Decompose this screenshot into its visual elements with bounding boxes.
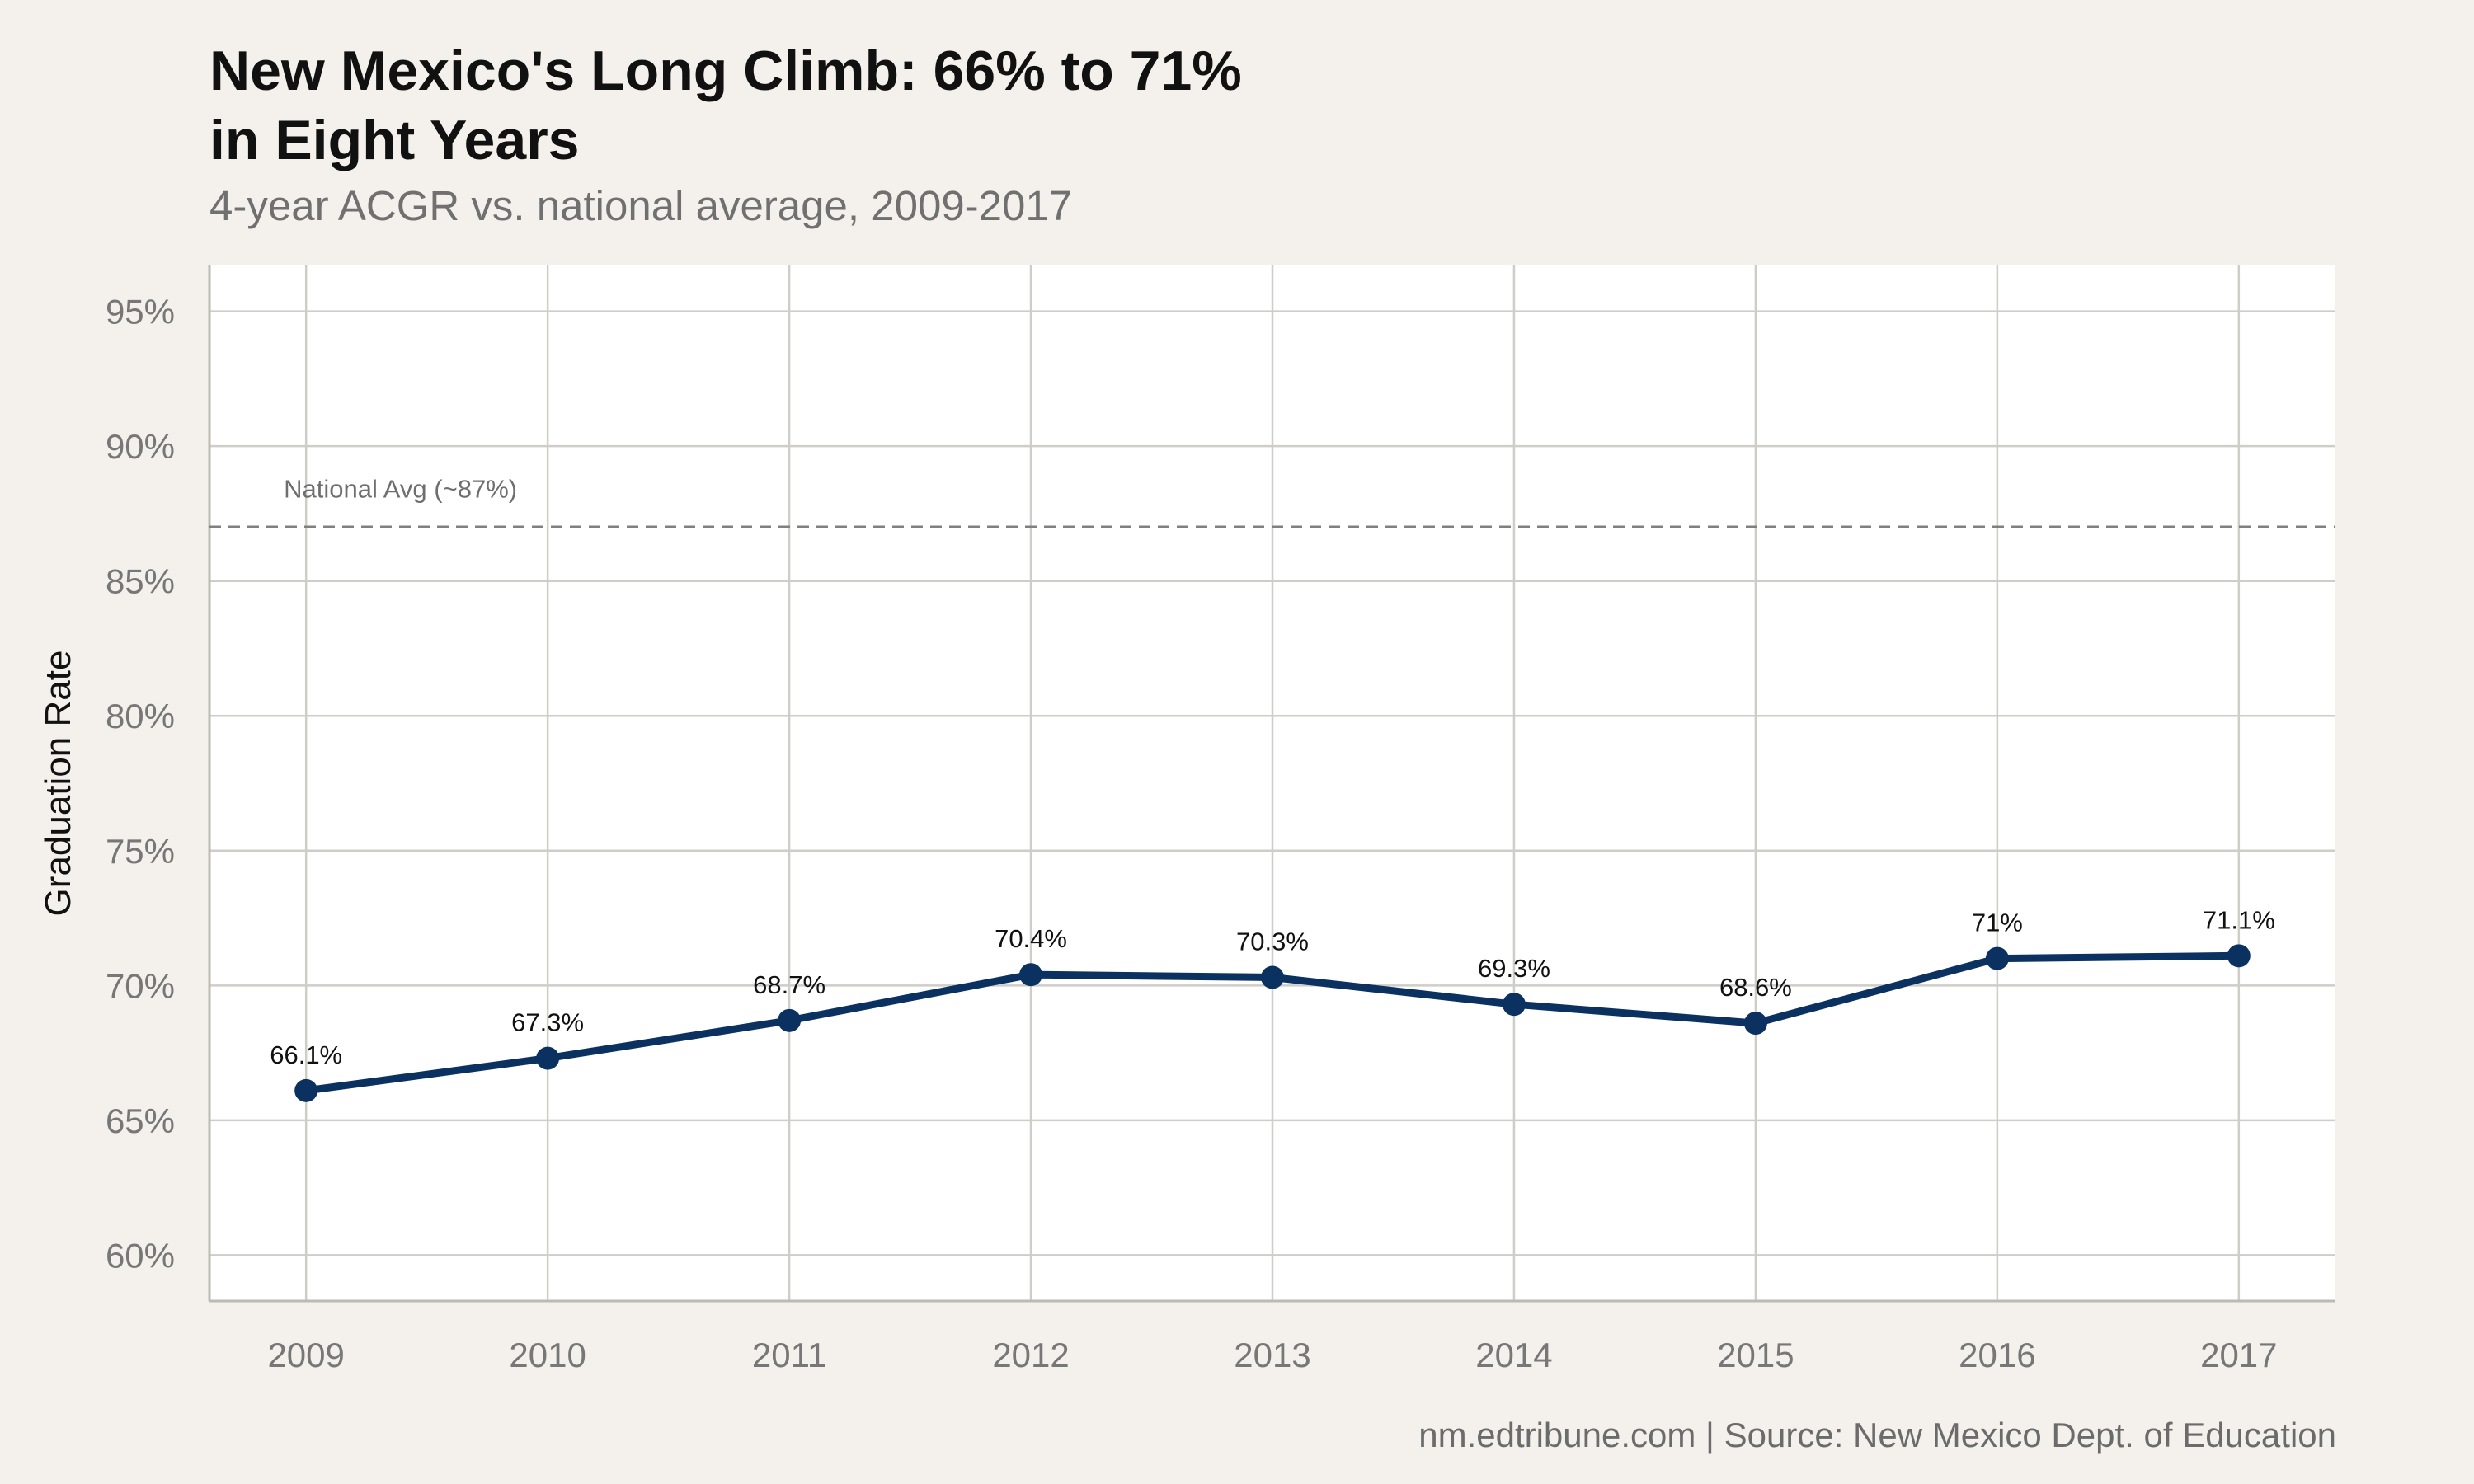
data-labels: 66.1% 67.3% 68.7% 70.4% 70.3% 69.3% 68.6% 71% 71… [270,905,2275,1069]
graduation-rate-series [294,944,2251,1102]
national-average-label: National Avg (~87%) [284,474,517,503]
data-point [778,1008,802,1032]
y-tick-label: 60% [106,1236,175,1275]
source-caption: nm.edtribune.com | Source: New Mexico De… [1418,1416,2336,1454]
x-tick-labels: 2009 2010 2011 2012 2013 2014 2015 2016 2017 [267,1336,2277,1374]
national-average-reference: National Avg (~87%) [209,474,2335,529]
y-tick-labels: 60% 65% 70% 75% 80% 85% 90% 95% [106,293,175,1275]
data-point [1502,993,1526,1017]
data-point [1261,965,1284,989]
y-tick-label: 95% [106,293,175,331]
x-tick-label: 2010 [509,1336,586,1374]
x-tick-label: 2013 [1234,1336,1310,1374]
x-gridlines [304,265,2241,1301]
data-point [2227,944,2251,968]
x-tick-label: 2014 [1475,1336,1552,1374]
chart-title: New Mexico's Long Climb: 66% to 71% in E… [209,36,1694,175]
y-tick-label: 65% [106,1101,175,1140]
y-axis-title: Graduation Rate [38,650,78,917]
data-point [1019,963,1043,987]
y-tick-label: 75% [106,832,175,871]
chart-title-line-1: New Mexico's Long Climb: 66% to 71% [209,40,1242,102]
data-label: 71.1% [2203,905,2275,934]
y-tick-label: 70% [106,966,175,1005]
data-label: 70.3% [1236,928,1309,956]
x-tick-label: 2017 [2200,1336,2277,1374]
data-label: 69.3% [1478,954,1550,983]
data-point [536,1046,560,1070]
data-label: 71% [1972,909,2023,937]
y-tick-label: 85% [106,562,175,601]
chart-title-line-2: in Eight Years [209,109,580,171]
x-tick-label: 2011 [752,1336,826,1374]
x-tick-label: 2016 [1959,1336,2035,1374]
data-label: 66.1% [270,1040,342,1069]
chart-subtitle: 4-year ACGR vs. national average, 2009-2… [209,182,1073,229]
data-label: 68.7% [753,970,825,999]
x-tick-label: 2012 [992,1336,1069,1374]
data-label: 70.4% [995,924,1067,953]
data-point [1743,1012,1767,1036]
data-label: 67.3% [511,1008,584,1037]
x-tick-label: 2009 [267,1336,344,1374]
y-tick-label: 80% [106,697,175,735]
data-point [1985,946,2009,970]
x-tick-label: 2015 [1717,1336,1794,1374]
data-label: 68.6% [1719,973,1792,1002]
y-tick-label: 90% [106,427,175,466]
data-point [294,1078,318,1102]
